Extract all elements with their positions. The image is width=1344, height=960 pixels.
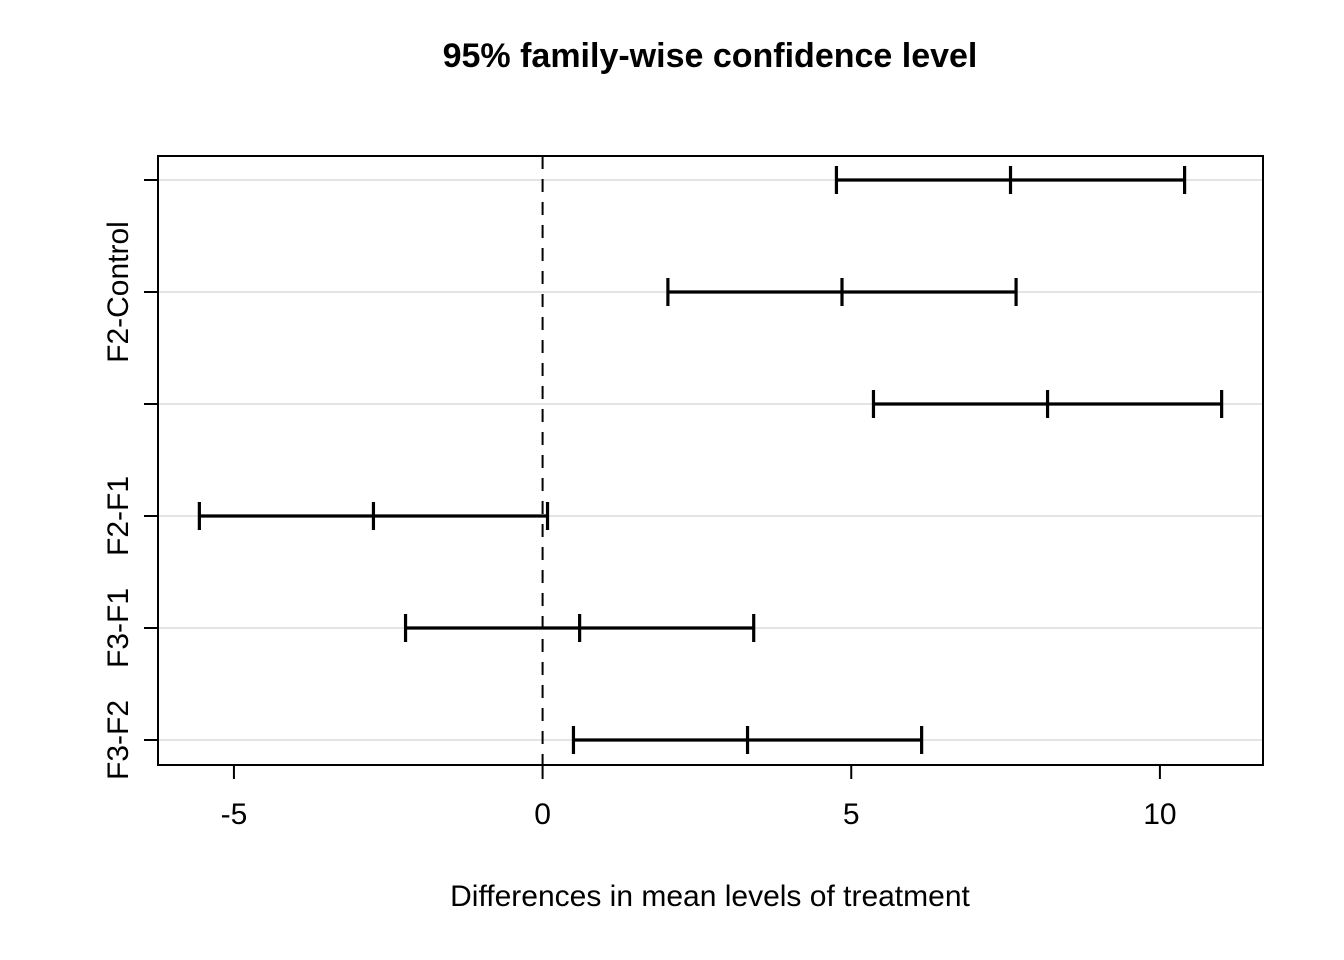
ci-row — [403, 614, 756, 642]
x-tick-label: 0 — [534, 798, 551, 831]
x-tick-label: 5 — [843, 798, 860, 831]
chart-title: 95% family-wise confidence level — [443, 37, 978, 75]
y-tick-label: F3-F1 — [102, 588, 135, 668]
grid-layer — [158, 179, 1263, 741]
y-tick-label: F3-F2 — [102, 700, 135, 780]
ci-row — [197, 502, 550, 530]
x-tick-label: -5 — [221, 798, 248, 831]
axes-layer: -5 0 5 10 F2-Control F2-F1 F3-F1 F3-F2 — [102, 155, 1264, 831]
ci-row — [571, 726, 924, 754]
plot-box — [157, 155, 1264, 766]
ci-row — [871, 390, 1224, 418]
intervals-layer — [197, 166, 1224, 754]
ci-row — [834, 166, 1187, 194]
x-tick-label: 10 — [1143, 798, 1176, 831]
y-tick-label: F2-Control — [102, 221, 135, 363]
x-axis-title: Differences in mean levels of treatment — [450, 880, 970, 913]
ci-row — [666, 278, 1018, 306]
y-tick-label: F2-F1 — [102, 476, 135, 556]
